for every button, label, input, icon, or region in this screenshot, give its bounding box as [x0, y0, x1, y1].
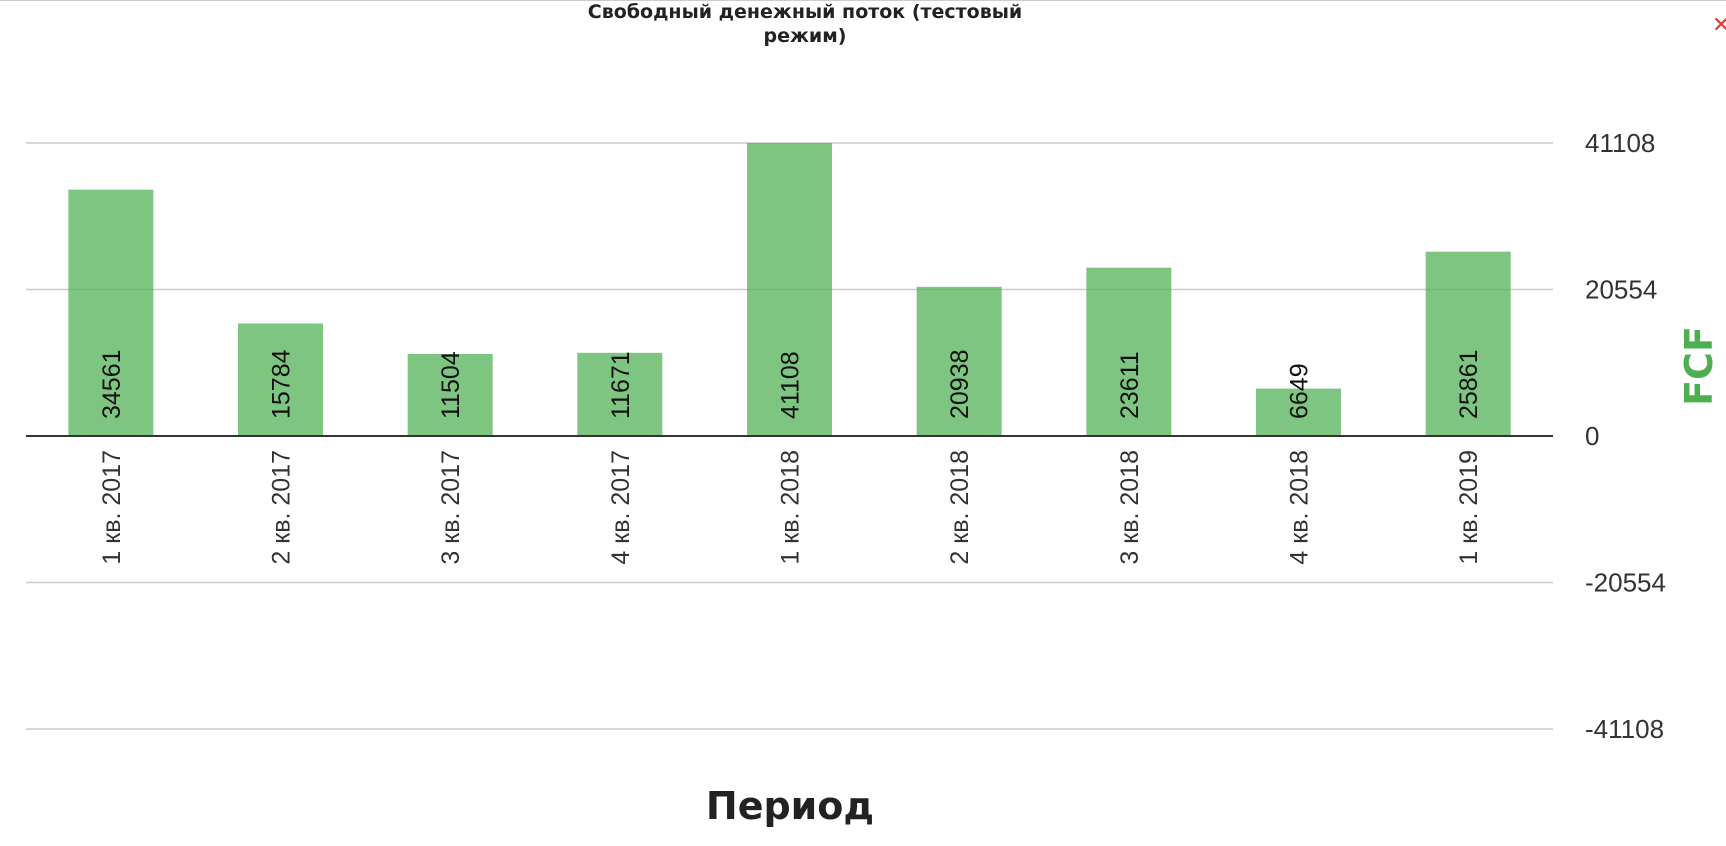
value-label: 23611 [1116, 351, 1144, 419]
y-tick-label: 20554 [1585, 275, 1657, 305]
value-label: 25861 [1455, 349, 1483, 419]
bar[interactable] [1086, 267, 1172, 436]
bar[interactable] [1256, 388, 1341, 436]
y-tick-label: -41108 [1585, 714, 1664, 744]
category-labels: 1 кв. 2017 2 кв. 2017 3 кв. 2017 4 кв. 2017… [98, 450, 1483, 565]
category-label: 2 кв. 2018 [946, 450, 974, 565]
bar[interactable] [916, 286, 1002, 436]
y-tick-labels: 41108 20554 0 -20554 -41108 [1585, 128, 1666, 744]
close-icon[interactable]: ✕ [1712, 13, 1726, 38]
category-label: 3 кв. 2017 [437, 450, 465, 565]
value-label: 15784 [268, 349, 296, 419]
value-label: 11504 [437, 351, 465, 419]
x-axis-label: Период [706, 784, 874, 828]
value-label: 34561 [98, 349, 126, 419]
bar[interactable] [747, 143, 832, 436]
bar[interactable] [238, 323, 323, 436]
bar[interactable] [68, 189, 154, 436]
bars [68, 143, 1511, 436]
category-label: 4 кв. 2018 [1286, 450, 1314, 565]
bar[interactable] [577, 352, 663, 436]
y-axis-label: FCF [1677, 326, 1721, 406]
top-border-line [0, 0, 1726, 1]
chart-title: Свободный денежный поток (тестовый режим… [587, 1, 1023, 47]
bar[interactable] [1425, 251, 1511, 436]
y-tick-label: 41108 [1585, 128, 1655, 158]
value-label: 6649 [1286, 363, 1314, 419]
category-label: 1 кв. 2019 [1455, 450, 1483, 565]
category-label: 1 кв. 2018 [777, 450, 805, 565]
value-label: 11671 [607, 351, 635, 419]
category-label: 1 кв. 2017 [98, 450, 126, 565]
category-label: 4 кв. 2017 [607, 450, 635, 565]
value-labels: 34561 15784 11504 11671 41108 20938 23611 6649 2… [98, 349, 1483, 419]
category-label: 2 кв. 2017 [268, 450, 296, 565]
y-tick-label: -20554 [1585, 568, 1666, 598]
value-label: 41108 [777, 351, 805, 419]
bar[interactable] [407, 354, 493, 436]
category-label: 3 кв. 2018 [1116, 450, 1144, 565]
y-tick-label: 0 [1585, 421, 1599, 451]
value-label: 20938 [946, 349, 974, 419]
